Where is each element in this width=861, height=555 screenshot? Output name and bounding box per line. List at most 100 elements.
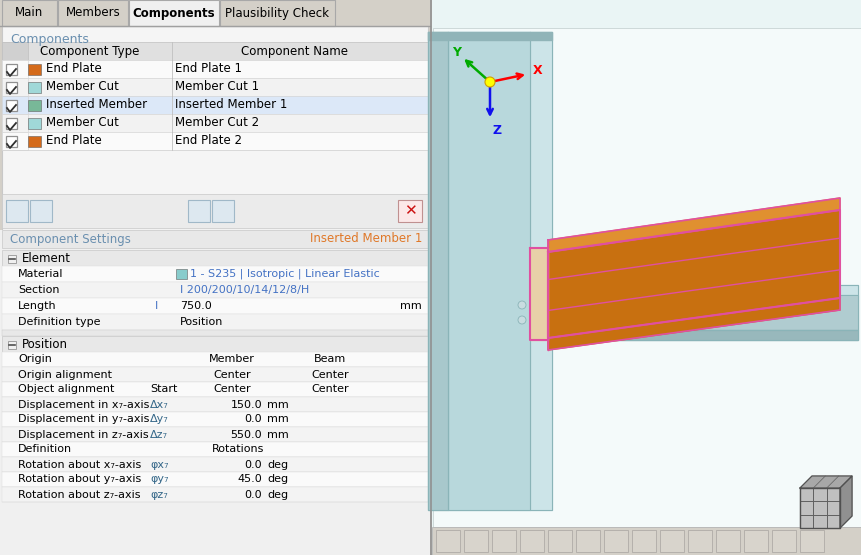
Bar — [2, 0, 57, 26]
Text: Rotation about x₇-axis: Rotation about x₇-axis — [18, 460, 141, 470]
Bar — [2, 60, 428, 78]
Bar — [6, 118, 17, 129]
Text: deg: deg — [267, 490, 288, 500]
Text: End Plate 2: End Plate 2 — [175, 134, 242, 148]
Bar — [0, 0, 430, 555]
Text: Components: Components — [133, 7, 215, 19]
Text: Displacement in y₇-axis: Displacement in y₇-axis — [18, 415, 149, 425]
Text: Main: Main — [15, 7, 44, 19]
Bar — [58, 0, 127, 26]
Text: End Plate 1: End Plate 1 — [175, 63, 242, 75]
Text: 750.0: 750.0 — [180, 301, 212, 311]
Polygon shape — [530, 32, 551, 510]
Text: 1 - S235 | Isotropic | Linear Elastic: 1 - S235 | Isotropic | Linear Elastic — [189, 269, 380, 279]
Text: deg: deg — [267, 475, 288, 485]
Text: Beam: Beam — [313, 355, 346, 365]
Text: Rotations: Rotations — [212, 445, 264, 455]
Bar — [2, 266, 428, 282]
Text: Center: Center — [311, 385, 349, 395]
Text: Element: Element — [22, 251, 71, 265]
Bar — [8, 255, 16, 263]
Bar — [28, 136, 41, 147]
Polygon shape — [551, 285, 857, 295]
Polygon shape — [428, 32, 551, 40]
Text: Member Cut: Member Cut — [46, 117, 119, 129]
Polygon shape — [799, 476, 851, 488]
Text: Center: Center — [213, 370, 251, 380]
Text: deg: deg — [267, 460, 288, 470]
Polygon shape — [839, 476, 851, 528]
Bar — [2, 132, 428, 150]
Text: Rotation about y₇-axis: Rotation about y₇-axis — [18, 475, 141, 485]
Bar — [212, 200, 233, 222]
Polygon shape — [530, 248, 548, 340]
Bar — [2, 282, 428, 298]
Bar — [8, 341, 16, 349]
Bar — [220, 0, 335, 26]
Bar — [28, 82, 41, 93]
Bar — [2, 352, 428, 367]
Text: Component Name: Component Name — [241, 44, 348, 58]
Bar — [519, 530, 543, 552]
Text: Δy₇: Δy₇ — [150, 415, 169, 425]
Bar — [6, 136, 17, 147]
Text: 0.0: 0.0 — [244, 415, 262, 425]
Text: Member Cut: Member Cut — [46, 80, 119, 93]
Bar — [6, 200, 28, 222]
Text: Material: Material — [18, 269, 64, 279]
Bar — [398, 200, 422, 222]
Bar — [6, 64, 17, 75]
Bar — [2, 336, 428, 352]
Bar — [687, 530, 711, 552]
Polygon shape — [448, 32, 530, 510]
Text: Origin alignment: Origin alignment — [18, 370, 112, 380]
Polygon shape — [548, 210, 839, 338]
Text: Members: Members — [65, 7, 121, 19]
Bar — [6, 100, 17, 111]
Text: mm: mm — [267, 430, 288, 440]
Polygon shape — [548, 198, 839, 252]
Text: Definition type: Definition type — [18, 317, 101, 327]
Bar — [2, 472, 428, 487]
Bar — [0, 230, 430, 555]
Text: 0.0: 0.0 — [244, 460, 262, 470]
Text: mm: mm — [267, 400, 288, 410]
Bar — [188, 200, 210, 222]
Text: Y: Y — [451, 46, 461, 58]
Bar — [436, 530, 460, 552]
Text: Object alignment: Object alignment — [18, 385, 115, 395]
Text: φy₇: φy₇ — [150, 475, 168, 485]
Text: Inserted Member 1: Inserted Member 1 — [175, 98, 287, 112]
Text: End Plate: End Plate — [46, 63, 102, 75]
Bar — [2, 367, 428, 382]
Polygon shape — [548, 298, 839, 350]
Text: Component Type: Component Type — [40, 44, 139, 58]
Bar — [28, 64, 41, 75]
Polygon shape — [428, 32, 448, 510]
Bar — [2, 42, 428, 60]
Bar — [2, 442, 428, 457]
Bar — [2, 397, 428, 412]
Bar — [2, 78, 28, 96]
Bar — [30, 200, 52, 222]
Text: X: X — [532, 63, 542, 77]
Text: φx₇: φx₇ — [150, 460, 168, 470]
Bar — [2, 230, 428, 248]
Bar — [2, 114, 428, 132]
Text: Δz₇: Δz₇ — [150, 430, 168, 440]
Text: Inserted Member: Inserted Member — [46, 98, 147, 112]
Text: Δx₇: Δx₇ — [150, 400, 169, 410]
Bar — [28, 100, 41, 111]
Bar — [2, 298, 428, 314]
Text: Rotation about z₇-axis: Rotation about z₇-axis — [18, 490, 140, 500]
Circle shape — [517, 301, 525, 309]
Text: Definition: Definition — [18, 445, 72, 455]
Bar — [28, 118, 41, 129]
Bar — [463, 530, 487, 552]
Text: End Plate: End Plate — [46, 134, 102, 148]
Text: Center: Center — [213, 385, 251, 395]
Bar — [604, 530, 628, 552]
Text: Member Cut 2: Member Cut 2 — [175, 117, 259, 129]
Bar — [2, 96, 28, 114]
Bar — [2, 487, 428, 502]
